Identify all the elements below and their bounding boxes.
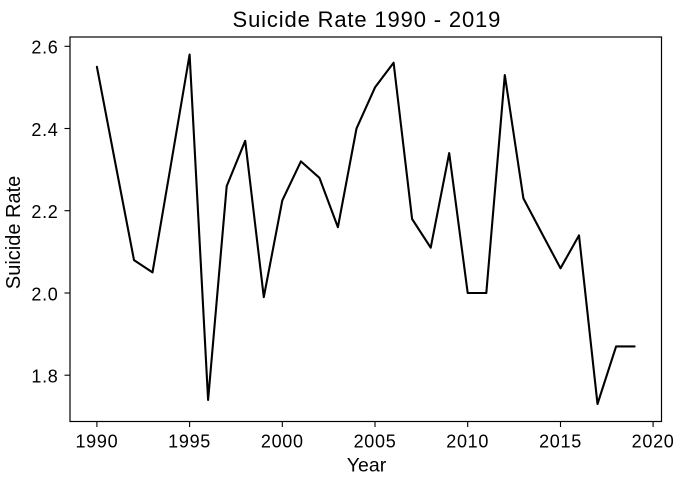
- svg-text:2.2: 2.2: [31, 202, 58, 222]
- svg-text:Year: Year: [347, 455, 387, 477]
- svg-text:1995: 1995: [168, 432, 211, 452]
- svg-text:2.6: 2.6: [31, 38, 58, 58]
- svg-text:2020: 2020: [632, 432, 675, 452]
- svg-text:2000: 2000: [261, 432, 304, 452]
- svg-text:2005: 2005: [354, 432, 397, 452]
- svg-text:2010: 2010: [446, 432, 489, 452]
- svg-text:1990: 1990: [75, 432, 118, 452]
- svg-text:Suicide Rate: Suicide Rate: [3, 176, 25, 289]
- svg-text:Suicide Rate 1990 - 2019: Suicide Rate 1990 - 2019: [233, 7, 502, 32]
- svg-text:2.0: 2.0: [31, 284, 58, 304]
- svg-text:2.4: 2.4: [31, 120, 58, 140]
- svg-text:2015: 2015: [539, 432, 582, 452]
- svg-text:1.8: 1.8: [31, 367, 58, 387]
